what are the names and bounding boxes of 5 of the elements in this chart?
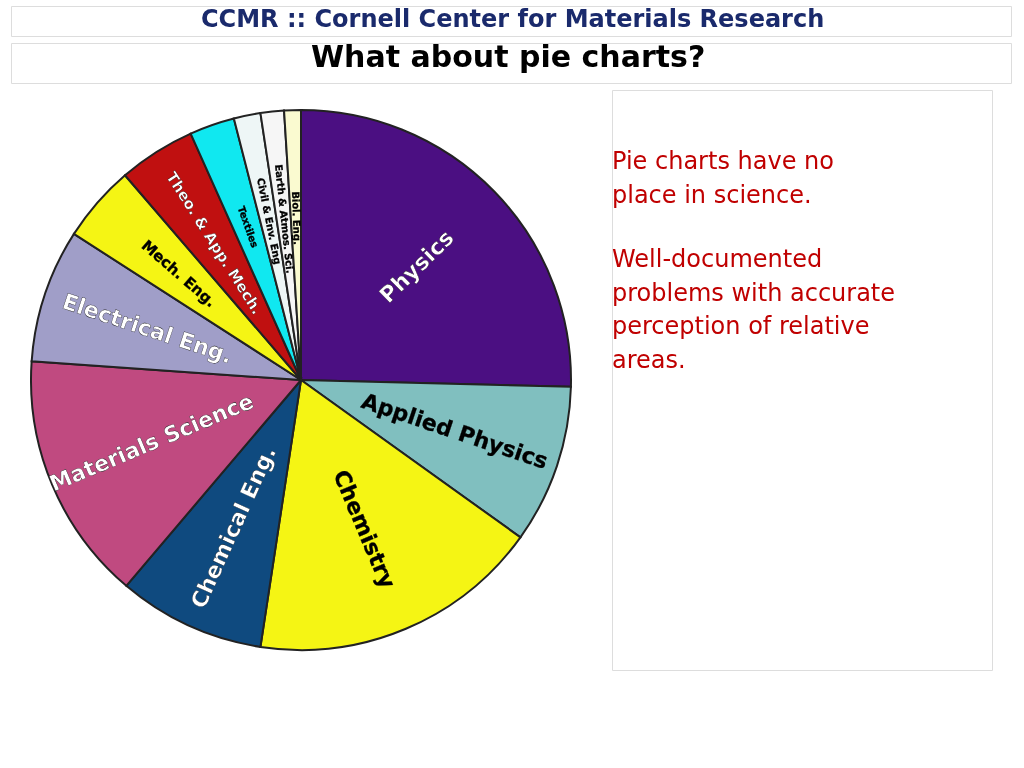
text: Well-documented problems with accurate perception of relative areas. [612,245,896,374]
text: CCMR :: Cornell Center for Materials Research [201,5,825,33]
chart-title: What about pie charts? [311,39,706,74]
slice-label: Biol. Eng. [290,191,303,245]
text: Pie charts have no place in science. [612,147,834,209]
